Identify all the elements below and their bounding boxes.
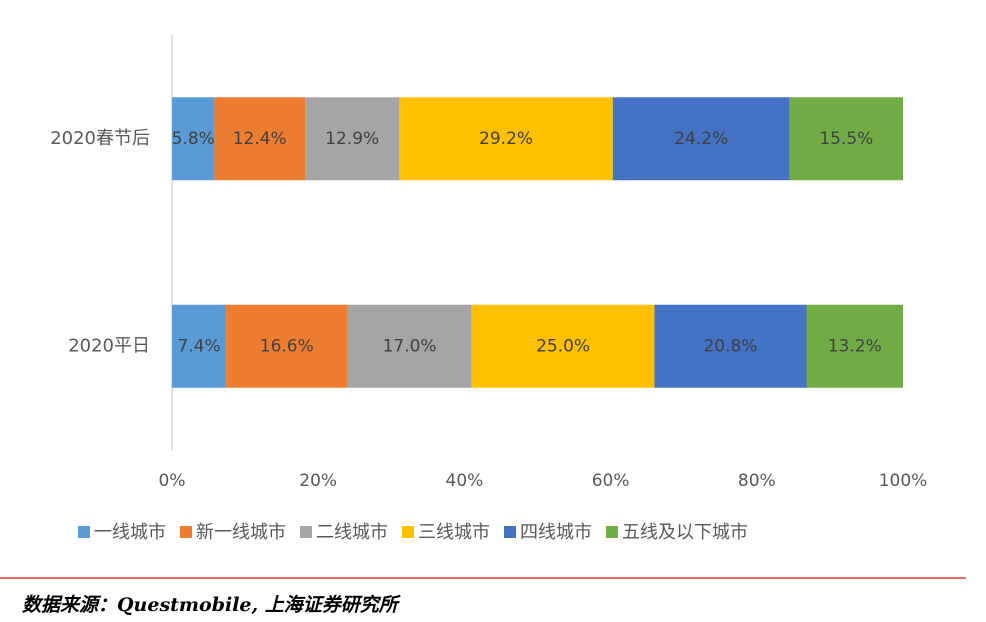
legend-label: 二线城市: [316, 522, 388, 543]
data-label: 5.8%: [172, 129, 215, 149]
x-tick-label: 60%: [592, 471, 630, 491]
data-label: 29.2%: [479, 129, 533, 149]
x-tick-label: 0%: [159, 471, 186, 491]
bar-segment: [214, 97, 306, 181]
bar-segment: [305, 97, 400, 181]
bar-segment: [654, 304, 807, 388]
y-tick-label: 2020平日: [68, 335, 150, 356]
bar-segment: [471, 304, 655, 388]
bar-segment: [172, 97, 215, 181]
bar-segment: [172, 304, 227, 388]
legend-swatch: [606, 526, 618, 538]
legend-label: 五线及以下城市: [622, 522, 748, 543]
x-tick-label: 20%: [299, 471, 337, 491]
x-tick-label: 80%: [738, 471, 776, 491]
bar-segment: [347, 304, 472, 388]
legend-label: 三线城市: [418, 522, 490, 543]
bar-segment: [806, 304, 903, 388]
data-label: 25.0%: [536, 336, 590, 356]
legend-swatch: [180, 526, 192, 538]
bar-segment: [612, 97, 790, 181]
legend-swatch: [402, 526, 414, 538]
source-note: 数据来源：Questmobile, 上海证券研究所: [22, 594, 401, 616]
data-label: 12.9%: [325, 129, 379, 149]
legend-label: 一线城市: [94, 522, 166, 543]
bar-segment: [226, 304, 348, 388]
legend-swatch: [78, 526, 90, 538]
data-label: 7.4%: [177, 336, 220, 356]
bar-segment: [789, 97, 903, 181]
data-label: 13.2%: [828, 336, 882, 356]
data-label: 24.2%: [674, 129, 728, 149]
y-tick-label: 2020春节后: [50, 128, 150, 149]
data-label: 16.6%: [260, 336, 314, 356]
data-label: 15.5%: [819, 129, 873, 149]
data-label: 20.8%: [703, 336, 757, 356]
legend-label: 新一线城市: [196, 522, 286, 543]
x-tick-label: 40%: [446, 471, 484, 491]
legend-label: 四线城市: [520, 522, 592, 543]
data-label: 12.4%: [233, 129, 287, 149]
legend-swatch: [504, 526, 516, 538]
x-tick-label: 100%: [879, 471, 928, 491]
legend-swatch: [300, 526, 312, 538]
bar-segment: [399, 97, 613, 181]
data-label: 17.0%: [383, 336, 437, 356]
